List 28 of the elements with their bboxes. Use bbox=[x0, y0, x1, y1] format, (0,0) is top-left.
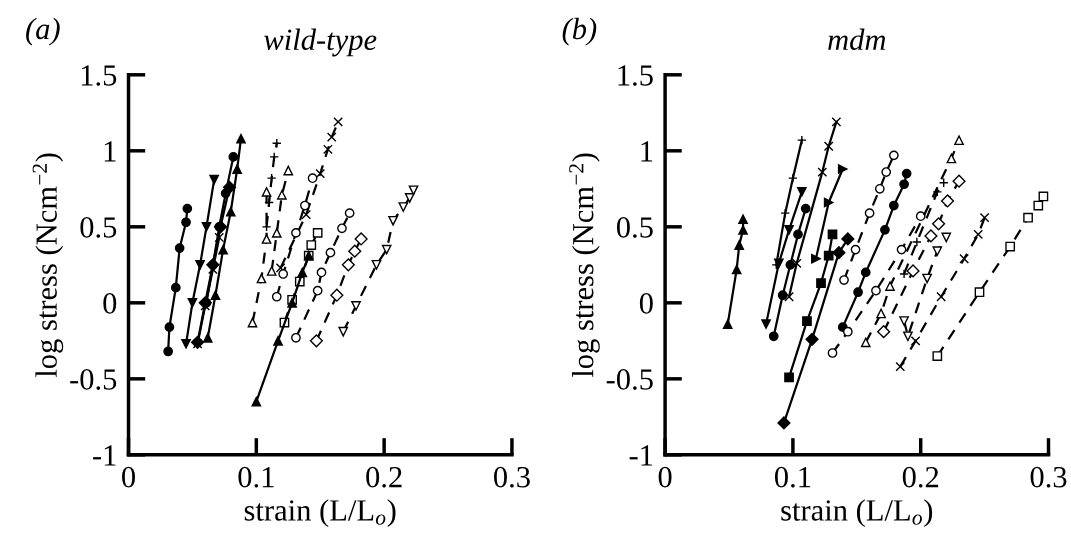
y-tick-label: 1 bbox=[104, 141, 116, 162]
y-tick-label: -1 bbox=[93, 445, 116, 466]
y-tick-label: 0 bbox=[103, 293, 117, 314]
y-tick-label: 0.5 bbox=[616, 217, 653, 238]
x-tick-label: 0.3 bbox=[494, 466, 530, 488]
x-tick-label: 0.2 bbox=[902, 466, 939, 488]
y-axis-title: log stress (Ncm$^{−2}$) bbox=[569, 153, 600, 378]
y-tick-label: -1 bbox=[629, 445, 653, 466]
chart-title: wild-type bbox=[264, 28, 377, 57]
x-tick-label: 0 bbox=[658, 466, 672, 488]
text: (a) bbox=[26, 17, 60, 46]
y-tick-label: 0 bbox=[639, 293, 653, 314]
y-tick-label: 1.5 bbox=[81, 65, 117, 86]
x-tick-label: 0.1 bbox=[238, 466, 274, 488]
y-tick-label: -0.5 bbox=[70, 369, 117, 390]
y-tick-label: 1.5 bbox=[618, 65, 653, 86]
y-tick-label: 0.5 bbox=[80, 217, 117, 238]
x-tick-label: 0 bbox=[122, 466, 135, 488]
x-tick-label: 0.2 bbox=[366, 466, 402, 488]
x-axis-title: strain (L/L$_{o}$) bbox=[781, 499, 933, 527]
y-tick-label: 1 bbox=[641, 141, 653, 162]
y-axis-title: log stress (Ncm$^{−2}$) bbox=[32, 153, 64, 378]
x-tick-label: 0.1 bbox=[774, 466, 811, 488]
chart-title: mdm bbox=[828, 28, 886, 51]
x-tick-label: 0.3 bbox=[1030, 466, 1067, 488]
y-tick-label: -0.5 bbox=[606, 369, 653, 390]
x-axis-title: strain (L/L$_{o}$) bbox=[244, 499, 396, 527]
text: (b) bbox=[562, 17, 597, 46]
